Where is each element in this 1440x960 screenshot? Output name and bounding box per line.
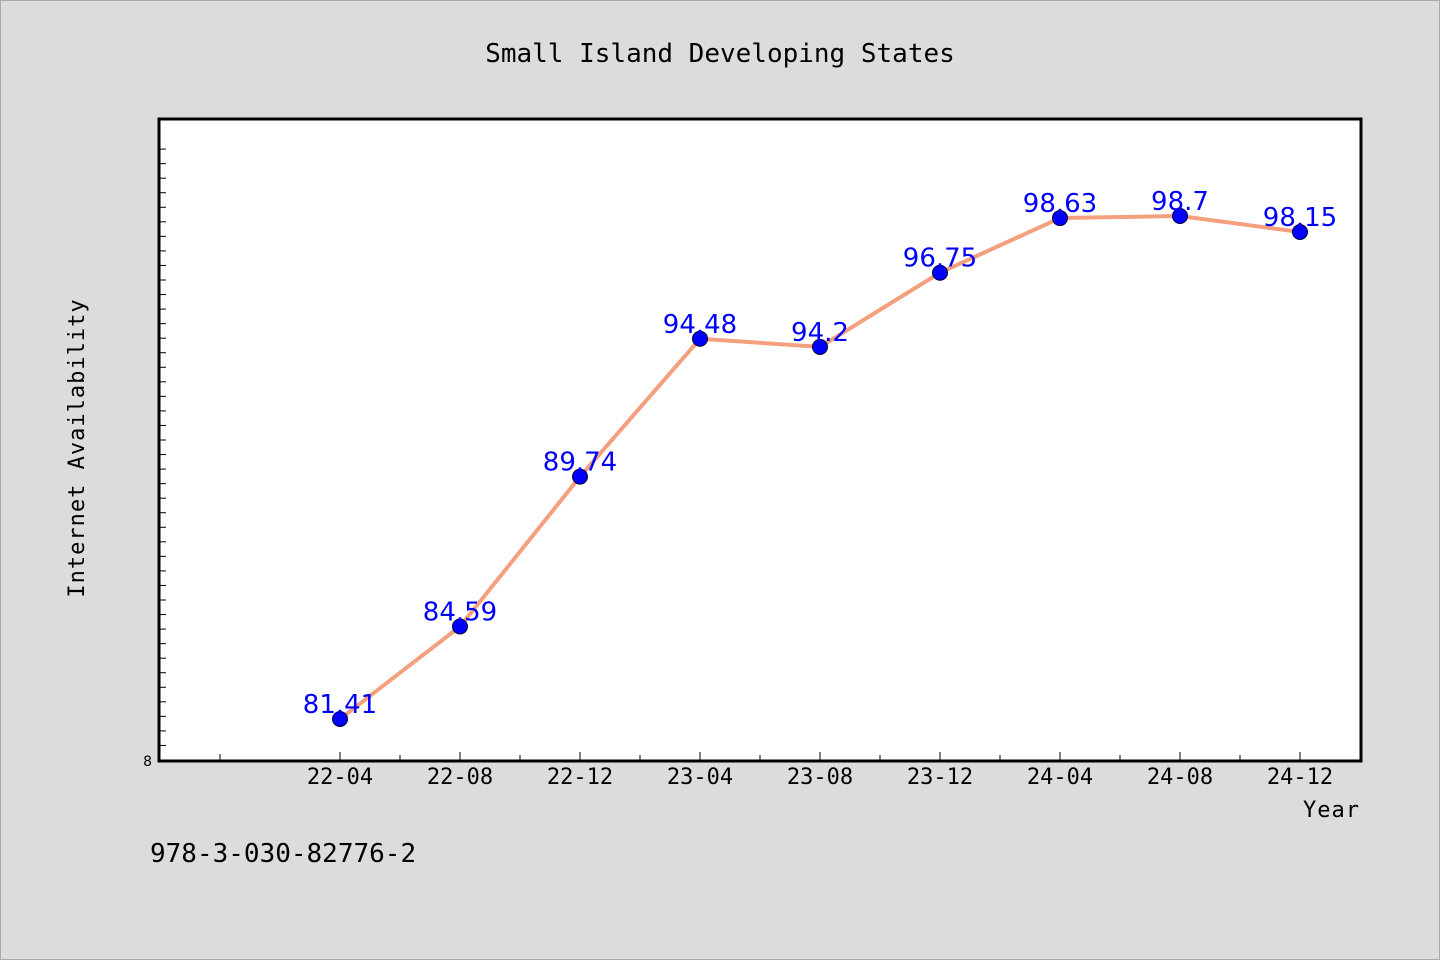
data-point bbox=[1052, 210, 1068, 227]
x-tick-label: 22-12 bbox=[547, 765, 613, 790]
data-label: 81.41 bbox=[303, 690, 377, 720]
x-tick-label: 23-08 bbox=[787, 765, 853, 790]
data-point bbox=[692, 330, 708, 347]
chart-title: Small Island Developing States bbox=[485, 39, 955, 69]
y-axis-label: Internet Availability bbox=[65, 298, 90, 597]
x-axis-ticks: 22-04 22-08 22-12 23-04 23-08 23-12 24-04 24-08… bbox=[219, 752, 1333, 790]
data-label: 89.74 bbox=[543, 448, 617, 478]
y-tick-label: 8 bbox=[143, 754, 152, 770]
data-point bbox=[332, 710, 348, 727]
data-label: 98.63 bbox=[1023, 189, 1097, 219]
data-label: 96.75 bbox=[903, 244, 977, 274]
x-tick-label: 24-04 bbox=[1027, 765, 1093, 790]
data-label: 98.15 bbox=[1263, 203, 1337, 233]
data-point bbox=[1172, 208, 1188, 224]
data-label: 94.2 bbox=[791, 318, 849, 348]
x-axis-label: Year bbox=[1303, 798, 1360, 823]
data-label: 94.48 bbox=[663, 310, 737, 340]
data-label: 98.7 bbox=[1151, 187, 1209, 217]
data-point bbox=[812, 338, 828, 355]
x-tick-label: 24-12 bbox=[1267, 765, 1333, 790]
x-tick-label: 23-12 bbox=[907, 765, 973, 790]
x-tick-label: 24-08 bbox=[1147, 765, 1213, 790]
data-point bbox=[932, 264, 948, 281]
data-point bbox=[452, 618, 468, 635]
data-point bbox=[572, 468, 588, 485]
series-group: 81.41 84.59 89.74 94.48 94.2 96.75 98.63 98.7 98… bbox=[303, 187, 1337, 727]
footnote-isbn: 978-3-030-82776-2 bbox=[150, 839, 416, 869]
y-axis-ticks bbox=[159, 148, 166, 746]
x-tick-label: 22-08 bbox=[427, 765, 493, 790]
x-tick-label: 23-04 bbox=[667, 765, 733, 790]
data-point bbox=[1292, 224, 1308, 240]
data-label: 84.59 bbox=[423, 597, 497, 627]
plot-area bbox=[157, 117, 1363, 763]
x-tick-label: 22-04 bbox=[307, 765, 373, 790]
